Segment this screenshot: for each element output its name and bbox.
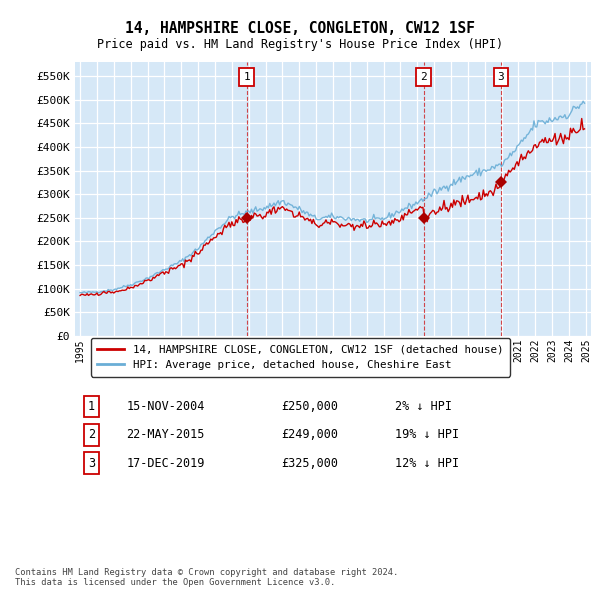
- Text: Contains HM Land Registry data © Crown copyright and database right 2024.
This d: Contains HM Land Registry data © Crown c…: [15, 568, 398, 587]
- Text: 2: 2: [88, 428, 95, 441]
- Legend: 14, HAMPSHIRE CLOSE, CONGLETON, CW12 1SF (detached house), HPI: Average price, d: 14, HAMPSHIRE CLOSE, CONGLETON, CW12 1SF…: [91, 338, 510, 376]
- Text: £249,000: £249,000: [281, 428, 338, 441]
- Text: 3: 3: [88, 457, 95, 470]
- Text: 22-MAY-2015: 22-MAY-2015: [127, 428, 205, 441]
- Text: 17-DEC-2019: 17-DEC-2019: [127, 457, 205, 470]
- Text: £250,000: £250,000: [281, 401, 338, 414]
- Text: £325,000: £325,000: [281, 457, 338, 470]
- Text: 2% ↓ HPI: 2% ↓ HPI: [395, 401, 452, 414]
- Text: 19% ↓ HPI: 19% ↓ HPI: [395, 428, 459, 441]
- Text: 1: 1: [243, 72, 250, 82]
- Text: 1: 1: [88, 401, 95, 414]
- Text: 14, HAMPSHIRE CLOSE, CONGLETON, CW12 1SF: 14, HAMPSHIRE CLOSE, CONGLETON, CW12 1SF: [125, 21, 475, 35]
- Text: 12% ↓ HPI: 12% ↓ HPI: [395, 457, 459, 470]
- Text: 3: 3: [497, 72, 505, 82]
- Text: Price paid vs. HM Land Registry's House Price Index (HPI): Price paid vs. HM Land Registry's House …: [97, 38, 503, 51]
- Text: 2: 2: [421, 72, 427, 82]
- Text: 15-NOV-2004: 15-NOV-2004: [127, 401, 205, 414]
